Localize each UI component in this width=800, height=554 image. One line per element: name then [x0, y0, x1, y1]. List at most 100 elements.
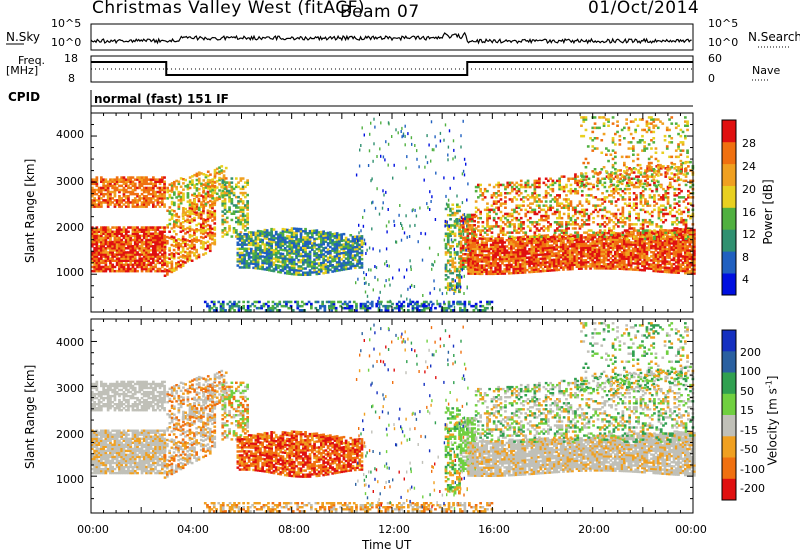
- power-cell: [102, 238, 105, 242]
- power-cell: [553, 198, 557, 201]
- power-cell: [204, 198, 208, 201]
- power-cell: [670, 258, 674, 262]
- power-cell: [645, 250, 649, 254]
- power-cell: [104, 269, 108, 273]
- power-cell: [574, 231, 577, 234]
- power-cell: [113, 249, 117, 252]
- power-cell: [270, 252, 273, 256]
- power-cell: [446, 288, 450, 291]
- power-cell: [199, 235, 203, 239]
- power-cell: [193, 173, 196, 177]
- power-cell: [133, 259, 137, 262]
- power-cell: [281, 248, 285, 252]
- power-cell: [331, 243, 334, 246]
- power-cell: [591, 236, 595, 239]
- power-cell: [97, 267, 101, 271]
- power-cell: [571, 259, 574, 262]
- power-cell: [133, 257, 137, 260]
- power-cell: [188, 235, 192, 239]
- power-cell: [528, 248, 531, 251]
- power-cell: [320, 266, 323, 269]
- power-cell: [567, 202, 570, 205]
- power-cell: [693, 245, 696, 248]
- power-cell: [93, 192, 96, 196]
- power-cell: [512, 257, 516, 260]
- power-cell: [102, 249, 105, 252]
- power-cell: [152, 188, 155, 192]
- power-cell: [122, 226, 126, 229]
- power-cell: [446, 249, 450, 252]
- power-cell: [197, 239, 201, 242]
- power-cell: [324, 269, 328, 272]
- power-cell: [333, 269, 337, 273]
- power-cell: [177, 246, 180, 249]
- power-cell: [684, 271, 687, 275]
- power-cell: [279, 269, 283, 272]
- power-cell: [237, 218, 240, 222]
- power-cell: [290, 262, 294, 265]
- power-cell: [246, 216, 249, 220]
- power-cell: [127, 251, 130, 254]
- power-cell: [496, 241, 500, 244]
- power-cell: [564, 243, 567, 246]
- power-cell: [175, 212, 178, 216]
- power-cell: [270, 227, 273, 231]
- power-cell: [483, 256, 486, 259]
- power-cell: [574, 189, 577, 193]
- power-cell: [223, 187, 227, 191]
- power-cell: [663, 270, 667, 274]
- power-cell: [145, 190, 148, 194]
- power-cell: [464, 219, 467, 223]
- power-cell: [158, 180, 162, 183]
- power-cell: [451, 213, 455, 217]
- power-cell: [95, 192, 99, 196]
- power-cell: [478, 268, 482, 271]
- power-cell: [672, 246, 676, 249]
- power-cell: [514, 251, 518, 254]
- power-cell: [496, 243, 500, 246]
- power-cell: [142, 176, 146, 179]
- power-cell: [228, 193, 231, 197]
- power-cell: [659, 249, 662, 252]
- power-cell: [142, 234, 146, 238]
- power-cell: [113, 253, 117, 256]
- power-cell: [204, 186, 208, 189]
- power-cell: [333, 259, 337, 262]
- power-cell: [485, 241, 488, 244]
- power-cell: [95, 263, 99, 267]
- power-cell: [274, 251, 278, 255]
- power-cell: [577, 253, 581, 256]
- power-cell: [243, 235, 246, 238]
- power-cell: [693, 266, 696, 269]
- power-cell: [559, 237, 563, 240]
- power-cell: [124, 232, 128, 235]
- power-cell: [274, 266, 278, 269]
- power-cell: [288, 258, 292, 261]
- power-cell: [462, 213, 465, 217]
- power-cell: [290, 268, 294, 272]
- power-cell: [351, 254, 355, 257]
- power-cell: [172, 269, 176, 272]
- power-cell: [513, 216, 516, 220]
- power-cell: [324, 267, 328, 270]
- power-cell: [115, 236, 119, 240]
- power-cell: [512, 271, 516, 275]
- power-cell: [535, 227, 539, 230]
- power-cell: [575, 248, 579, 252]
- power-cell: [102, 228, 105, 231]
- power-cell: [122, 180, 126, 183]
- power-cell: [526, 183, 530, 187]
- power-cell: [338, 254, 341, 257]
- power-cell: [338, 235, 341, 239]
- power-cell: [544, 216, 548, 220]
- power-cell: [329, 231, 332, 234]
- power-cell: [645, 258, 649, 262]
- power-cell: [532, 239, 536, 242]
- power-cell: [462, 259, 465, 262]
- power-cell: [517, 227, 521, 230]
- power-cell: [136, 259, 139, 262]
- power-cell: [97, 259, 101, 262]
- power-cell: [499, 227, 503, 230]
- power-cell: [360, 249, 364, 253]
- power-cell: [636, 266, 640, 269]
